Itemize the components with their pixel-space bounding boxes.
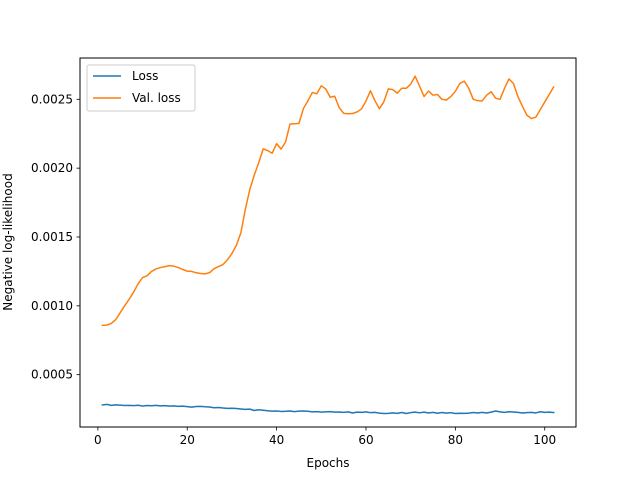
axes-background — [80, 58, 576, 427]
x-tick-label: 0 — [94, 433, 102, 447]
series-line-val-loss — [101, 75, 555, 327]
x-tick-label: 20 — [180, 433, 195, 447]
y-tick-label: 0.0025 — [31, 92, 73, 106]
x-axis-ticks: 0 20 40 60 80 100 — [94, 427, 556, 447]
legend-label-val-loss: Val. loss — [132, 91, 181, 105]
y-tick-label: 0.0005 — [31, 368, 73, 382]
x-tick-label: 40 — [269, 433, 284, 447]
plot-area — [79, 57, 577, 428]
axes-frame — [79, 57, 577, 428]
y-axis-label: Negative log-likelihood — [1, 173, 15, 310]
y-tick-label: 0.0020 — [31, 161, 73, 175]
y-tick-label: 0.0015 — [31, 230, 73, 244]
series-line-loss — [101, 403, 555, 415]
x-tick-label: 60 — [358, 433, 373, 447]
series-layer — [101, 75, 555, 415]
x-tick-label: 100 — [533, 433, 556, 447]
x-tick-label: 80 — [448, 433, 463, 447]
legend: Loss Val. loss — [86, 64, 196, 112]
x-axis-label: Epochs — [307, 456, 350, 470]
legend-label-loss: Loss — [132, 69, 158, 83]
y-axis-ticks: 0.0005 0.0010 0.0015 0.0020 0.0025 — [31, 92, 80, 382]
y-tick-label: 0.0010 — [31, 299, 73, 313]
